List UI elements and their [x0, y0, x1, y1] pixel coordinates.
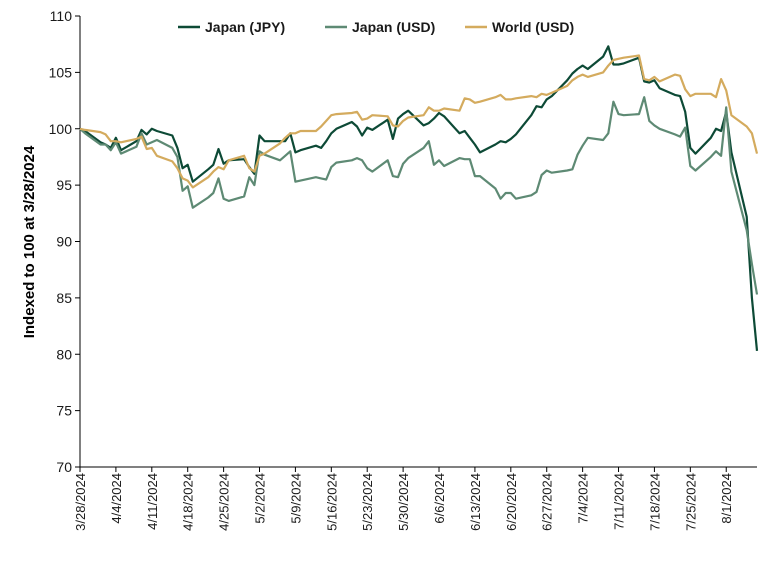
y-axis: 70 75 80 85 90 95 100 105 110: [49, 8, 81, 475]
x-tick-label: 4/4/2024: [109, 473, 124, 524]
x-tick-label: 6/6/2024: [432, 473, 447, 524]
y-tick-label: 105: [49, 64, 73, 80]
y-tick-label: 80: [56, 346, 72, 362]
legend-label: Japan (USD): [352, 19, 435, 35]
x-tick-label: 4/18/2024: [181, 473, 196, 531]
series-line-world-usd: [79, 54, 759, 189]
x-tick-label: 6/20/2024: [504, 473, 519, 531]
x-tick-label: 5/30/2024: [396, 473, 411, 531]
legend-label: World (USD): [492, 19, 574, 35]
x-tick-label: 7/25/2024: [683, 473, 698, 531]
series-line-japan-usd: [79, 96, 759, 295]
y-tick-label: 100: [49, 121, 73, 137]
x-tick-label: 3/28/2024: [73, 473, 88, 531]
y-tick-label: 110: [50, 8, 73, 24]
x-tick-label: 6/27/2024: [540, 473, 555, 531]
legend-label: Japan (JPY): [205, 19, 285, 35]
y-tick-label: 75: [56, 403, 72, 419]
x-tick-label: 4/25/2024: [217, 473, 232, 531]
x-tick-label: 8/1/2024: [719, 473, 734, 524]
y-tick-label: 70: [56, 459, 72, 475]
x-tick-label: 7/18/2024: [647, 473, 662, 531]
y-tick-label: 95: [56, 177, 72, 193]
x-tick-label: 5/2/2024: [253, 473, 268, 524]
x-tick-label: 5/23/2024: [360, 473, 375, 531]
x-tick-label: 6/13/2024: [468, 473, 483, 531]
series-line-japan-jpy: [79, 45, 759, 352]
x-tick-label: 7/11/2024: [612, 473, 627, 530]
x-tick-label: 5/9/2024: [288, 473, 303, 524]
y-tick-label: 90: [56, 234, 72, 250]
series-lines: [79, 45, 759, 352]
y-tick-label: 85: [56, 290, 72, 306]
x-axis: 3/28/2024 4/4/2024 4/11/2024 4/18/2024 4/25/…: [73, 466, 757, 531]
y-axis-label: Indexed to 100 at 3/28/2024: [21, 145, 38, 338]
legend: Japan (JPY) Japan (USD) World (USD): [178, 19, 574, 35]
x-tick-label: 5/16/2024: [324, 473, 339, 531]
x-tick-label: 7/4/2024: [576, 473, 591, 524]
x-tick-label: 4/11/2024: [145, 473, 160, 530]
